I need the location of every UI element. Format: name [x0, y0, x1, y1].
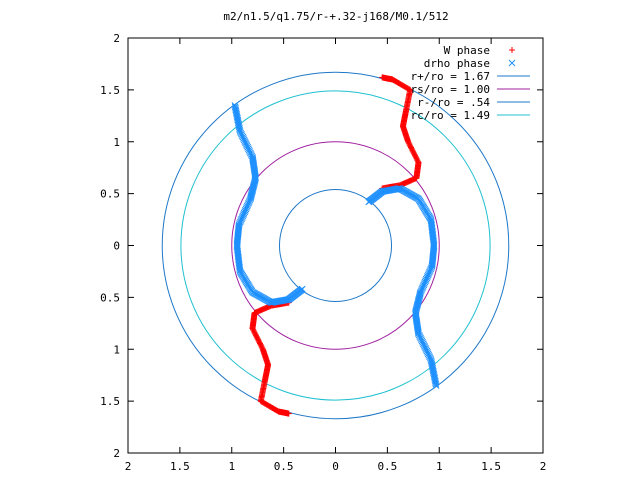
x-tick-label: 1 — [436, 460, 443, 473]
x-tick-label: 0.5 — [377, 460, 397, 473]
drho-phase-point — [432, 380, 440, 388]
circle-curves — [161, 71, 510, 420]
y-tick-label: 1.5 — [100, 84, 120, 97]
legend-label: r-/ro = .54 — [417, 96, 490, 109]
y-tick-label: 2 — [113, 447, 120, 460]
legend-label: rs/ro = 1.00 — [411, 83, 490, 96]
y-tick-label: 0.5 — [100, 291, 120, 304]
tick-labels: 2 1.5 1 0.5 0 0.5 1 1.5 221.510.500.511.52 — [100, 32, 546, 473]
drho-phase-point — [249, 156, 257, 163]
legend-label: rc/ro = 1.49 — [411, 109, 490, 122]
legend-label: r+/ro = 1.67 — [411, 70, 490, 83]
legend-label: W phase — [444, 44, 490, 57]
x-tick-label: 1.5 — [170, 460, 190, 473]
x-tick-label: 1.5 — [481, 460, 501, 473]
w-phase-point — [285, 410, 292, 417]
axes — [127, 37, 544, 454]
y-tick-label: 0.5 — [100, 188, 120, 201]
circle-curve — [231, 141, 440, 350]
x-tick-label: 0.5 — [274, 460, 294, 473]
circle-curve — [180, 90, 491, 401]
drho-phase-point — [508, 59, 516, 67]
circle-curve — [278, 188, 393, 303]
drho-phase-point — [231, 102, 239, 109]
y-tick-label: 0 — [113, 240, 120, 253]
y-tick-label: 1.5 — [100, 395, 120, 408]
y-tick-label: 1 — [113, 343, 120, 356]
x-tick-label: 1 — [228, 460, 235, 473]
x-tick-label: 2 — [125, 460, 132, 473]
legend-label: drho phase — [424, 57, 490, 70]
drho-phase-point — [394, 185, 402, 193]
x-tick-label: 0 — [332, 460, 339, 473]
circle-curve — [161, 71, 510, 420]
drho-phase-point — [414, 328, 422, 335]
w-phase-point — [379, 74, 386, 81]
drho-phase-point — [269, 298, 277, 306]
drho-phase-point — [231, 103, 239, 111]
w-phase-point — [509, 47, 515, 53]
chart-title: m2/n1.5/q1.75/r-+.32-j168/M0.1/512 — [223, 10, 448, 23]
x-tick-label: 2 — [540, 460, 547, 473]
phase-points — [231, 74, 440, 417]
y-tick-label: 2 — [113, 32, 120, 45]
drho-phase-point — [432, 382, 440, 389]
y-tick-label: 1 — [113, 136, 120, 149]
